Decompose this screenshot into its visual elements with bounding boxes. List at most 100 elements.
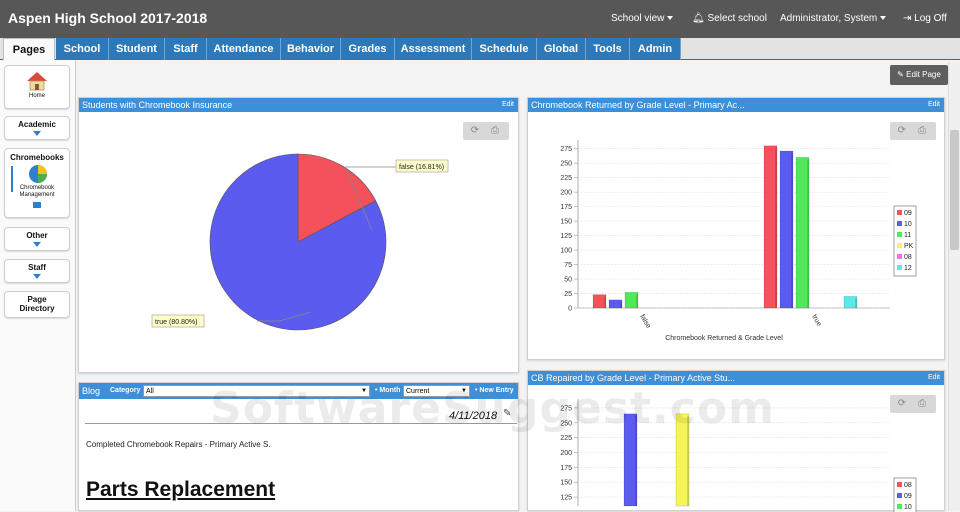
print-icon[interactable]: ⎙ (918, 398, 926, 409)
panel-returned-tools: ⟳ ⎙ (890, 122, 936, 140)
tab-admin[interactable]: Admin (630, 38, 681, 60)
legend-label-10[interactable]: 10 (904, 504, 912, 511)
y-tick-label: 175 (560, 204, 572, 211)
app-header: Aspen High School 2017-2018 School view … (0, 0, 960, 38)
panel-insurance: Students with Chromebook Insurance Edit … (78, 97, 519, 373)
bar-false-10[interactable] (608, 299, 623, 309)
bar-true-11[interactable] (795, 157, 810, 309)
legend-label-12[interactable]: 12 (904, 265, 912, 272)
bar-false-11[interactable] (624, 292, 639, 309)
select-school-button[interactable]: 🔔︎ Select school (692, 13, 767, 24)
pie-slice-false[interactable] (297, 153, 377, 243)
legend-label-10[interactable]: 10 (904, 221, 912, 228)
selection-bar (11, 166, 13, 192)
blog-month-label: Month (379, 387, 401, 394)
legend-label-PK[interactable]: PK (904, 243, 914, 250)
leader-line-false (344, 166, 373, 231)
y-tick-label: 200 (560, 450, 572, 457)
legend-label-09[interactable]: 09 (904, 493, 912, 500)
bar-shadow (791, 153, 793, 308)
tab-bar: Pages School Student Staff Attendance Be… (0, 38, 960, 61)
school-title: Aspen High School 2017-2018 (8, 10, 208, 26)
panel-repaired-title: CB Repaired by Grade Level - Primary Act… (531, 373, 736, 383)
mgmt-line-1: Chromebook (19, 185, 55, 191)
tab-global[interactable]: Global (537, 38, 586, 60)
sidebar: Home Academic Chromebooks Chromebook Mana… (0, 60, 76, 511)
refresh-icon[interactable]: ⟳ (897, 125, 907, 136)
repaired-bar-chart: 125 150 175 200 225 250 275 08 09 10 (560, 399, 917, 512)
leader-line-true-d (278, 311, 312, 322)
tab-behavior[interactable]: Behavior (281, 38, 341, 60)
tab-attendance[interactable]: Attendance (207, 38, 281, 60)
x-axis-title: Chromebook Returned & Grade Level (665, 335, 783, 342)
school-view-menu[interactable]: School view (611, 13, 674, 24)
category-value: All (146, 388, 154, 395)
panel-insurance-header: Students with Chromebook Insurance Edit (79, 98, 518, 112)
sidebar-item-home[interactable]: Home (4, 65, 70, 109)
logoff-button[interactable]: ⇥ Log Off (903, 13, 947, 24)
tab-assessment[interactable]: Assessment (395, 38, 472, 60)
edit-page-button[interactable]: ✎ Edit Page (890, 65, 948, 85)
panel-returned-edit[interactable]: Edit (927, 101, 940, 108)
scrollbar-thumb[interactable] (950, 130, 959, 250)
bar-shadow (775, 147, 777, 308)
select-school-label: Select school (707, 13, 767, 24)
tab-staff[interactable]: Staff (165, 38, 207, 60)
pie-slice-true[interactable] (209, 153, 387, 331)
tab-student[interactable]: Student (109, 38, 165, 60)
sidebar-academic-label: Academic (18, 120, 56, 129)
y-tick-label: 50 (564, 277, 572, 284)
blog-entry-title: Completed Chromebook Repairs - Primary A… (86, 440, 271, 449)
panel-repaired-tools: ⟳ ⎙ (890, 395, 936, 413)
user-menu[interactable]: Administrator, System (780, 13, 887, 24)
legend-swatch-09 (897, 493, 902, 498)
sidebar-item-page-directory[interactable]: Page Directory (4, 291, 70, 318)
bar-group-09[interactable] (623, 413, 638, 507)
refresh-icon[interactable]: ⟳ (470, 125, 480, 136)
new-entry-link[interactable]: • New Entry (475, 387, 514, 394)
tab-schedule[interactable]: Schedule (472, 38, 537, 60)
panel-repaired-edit[interactable]: Edit (927, 374, 940, 381)
legend-label-11[interactable]: 11 (904, 232, 911, 239)
sidebar-item-other[interactable]: Other (4, 227, 70, 251)
print-icon[interactable]: ⎙ (491, 125, 499, 136)
bar-true-09[interactable] (763, 145, 778, 309)
legend-swatch-12 (897, 265, 902, 270)
panel-returned: Chromebook Returned by Grade Level - Pri… (527, 97, 945, 360)
edit-entry-icon[interactable]: ✎ (503, 408, 512, 419)
sidebar-chromebook-mgmt-label[interactable]: Chromebook Management (5, 185, 69, 199)
tab-pages[interactable]: Pages (3, 38, 55, 61)
legend-label-08[interactable]: 08 (904, 482, 912, 489)
legend-swatch-08 (897, 254, 902, 259)
bell-icon: 🔔︎ (692, 13, 705, 24)
insurance-pie-chart: false (16.81%) true (80.80%) (151, 153, 449, 331)
sidebar-item-staff[interactable]: Staff (4, 259, 70, 283)
category-select[interactable]: All ▼ (143, 385, 370, 397)
bar-false-09[interactable] (592, 294, 607, 309)
tab-tools[interactable]: Tools (586, 38, 630, 60)
month-select[interactable]: Current ▼ (403, 385, 470, 397)
panel-insurance-edit[interactable]: Edit (501, 101, 514, 108)
label-box-false (395, 159, 449, 173)
panel-repaired-header: CB Repaired by Grade Level - Primary Act… (528, 371, 944, 385)
print-icon[interactable]: ⎙ (918, 125, 926, 136)
sidebar-item-academic[interactable]: Academic (4, 116, 70, 140)
tab-school[interactable]: School (56, 38, 109, 60)
page-scrollbar[interactable] (948, 62, 960, 511)
sidebar-item-chromebooks[interactable]: Chromebooks Chromebook Management (4, 148, 70, 218)
bar-shadow (604, 296, 606, 308)
chevron-down-icon (880, 16, 887, 21)
user-label: Administrator, System (780, 13, 878, 24)
tab-grades[interactable]: Grades (341, 38, 395, 60)
legend-label-08[interactable]: 08 (904, 254, 912, 261)
bar-true-12[interactable] (843, 296, 858, 309)
page-dir-line-2: Directory (19, 304, 55, 313)
pie-chart-icon (29, 165, 47, 183)
pencil-icon: ✎ (897, 70, 904, 79)
bar-group-series[interactable] (675, 413, 690, 507)
refresh-icon[interactable]: ⟳ (897, 398, 907, 409)
panel-returned-title: Chromebook Returned by Grade Level - Pri… (531, 100, 745, 110)
legend-label-09[interactable]: 09 (904, 210, 912, 217)
bar-true-10[interactable] (779, 150, 794, 309)
blog-date: 4/11/2018 (449, 410, 498, 422)
